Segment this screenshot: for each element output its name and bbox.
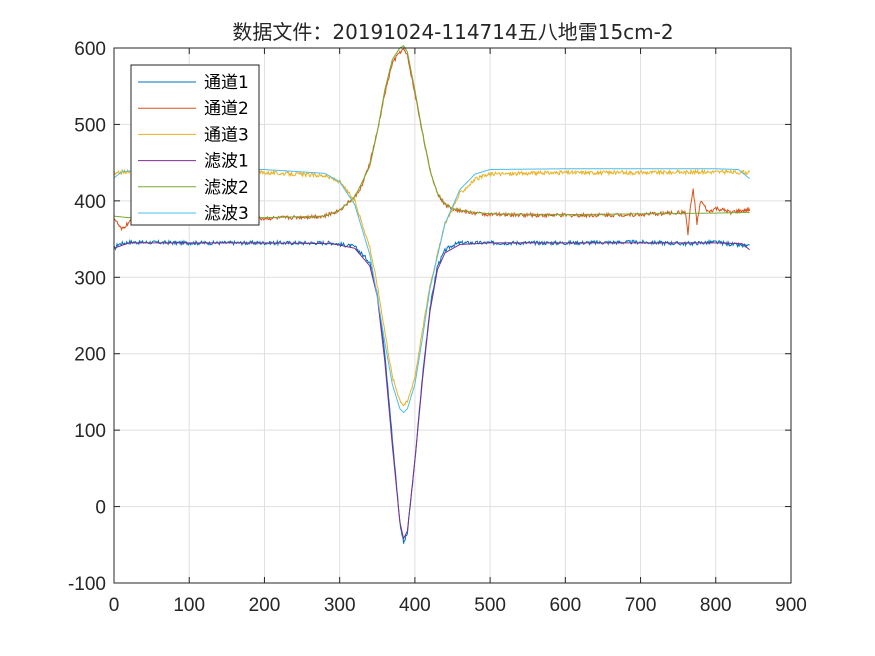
legend-label-1: 通道1: [204, 73, 249, 93]
x-tick-label: 900: [775, 595, 807, 616]
y-tick-label: 300: [74, 268, 106, 289]
legend-label-6: 滤波3: [204, 204, 249, 224]
x-tick-label: 300: [324, 595, 356, 616]
legend-label-2: 通道2: [204, 99, 249, 119]
x-tick-label: 500: [474, 595, 506, 616]
x-tick-label: 600: [549, 595, 581, 616]
legend-label-5: 滤波2: [204, 178, 249, 198]
legend-label-4: 滤波1: [204, 152, 249, 172]
chart-title: 数据文件：20191024-114714五八地雷15cm-2: [232, 20, 673, 44]
x-tick-label: 100: [173, 595, 205, 616]
legend-label-3: 通道3: [204, 125, 249, 145]
y-tick-label: 400: [74, 192, 106, 213]
y-tick-label: 200: [74, 345, 106, 366]
x-tick-label: 800: [700, 595, 732, 616]
legend: 通道1 通道2 通道3 滤波1 滤波2 滤波3: [131, 65, 259, 225]
y-tick-label: -100: [68, 574, 106, 595]
x-tick-label: 700: [625, 595, 657, 616]
y-tick-label: 500: [74, 115, 106, 136]
y-tick-label: 100: [74, 421, 106, 442]
x-tick-label: 0: [109, 595, 120, 616]
y-tick-label: 0: [95, 498, 106, 519]
y-tick-label: 600: [74, 39, 106, 60]
x-tick-label: 400: [399, 595, 431, 616]
x-tick-label: 200: [249, 595, 281, 616]
